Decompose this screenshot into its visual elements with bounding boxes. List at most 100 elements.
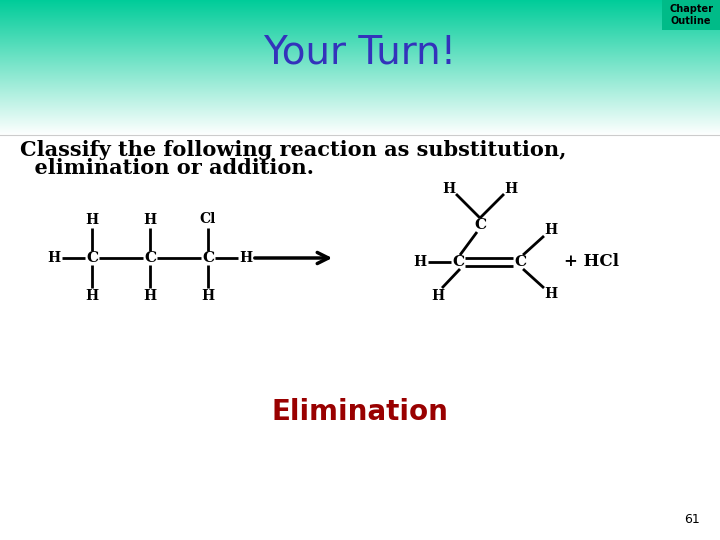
Bar [0, 124, 720, 125]
Text: H: H [505, 182, 518, 196]
Bar [0, 10, 720, 11]
Bar [0, 128, 720, 129]
Bar [0, 104, 720, 105]
Text: Cl: Cl [200, 212, 216, 226]
Bar [0, 131, 720, 132]
Bar [0, 99, 720, 100]
Bar [0, 63, 720, 64]
Text: H: H [143, 289, 156, 303]
Bar [0, 6, 720, 7]
Bar [0, 58, 720, 59]
Bar [0, 122, 720, 123]
Bar [0, 89, 720, 90]
Bar [0, 87, 720, 88]
Bar [0, 44, 720, 45]
Text: H: H [143, 213, 156, 227]
Bar [0, 106, 720, 107]
Bar [0, 135, 720, 540]
Bar [0, 95, 720, 96]
Bar [0, 120, 720, 121]
Bar [0, 86, 720, 87]
Bar [0, 129, 720, 130]
Text: Elimination: Elimination [271, 398, 449, 426]
Bar [0, 115, 720, 116]
Bar [0, 19, 720, 20]
Bar [0, 84, 720, 85]
Bar [0, 56, 720, 57]
Bar [0, 28, 720, 29]
Bar [0, 34, 720, 35]
Bar [0, 59, 720, 60]
Bar [0, 45, 720, 46]
Text: H: H [86, 289, 99, 303]
Bar [0, 94, 720, 95]
Bar [0, 7, 720, 8]
Text: H: H [544, 223, 557, 237]
Bar [0, 40, 720, 41]
Bar [0, 72, 720, 73]
Bar [0, 17, 720, 18]
Bar [0, 119, 720, 120]
Text: H: H [86, 213, 99, 227]
Bar [0, 80, 720, 81]
Bar [0, 113, 720, 114]
Bar [0, 70, 720, 71]
Bar [0, 73, 720, 74]
Bar [0, 93, 720, 94]
Bar [0, 76, 720, 77]
Text: C: C [514, 255, 526, 269]
Bar [0, 61, 720, 62]
Bar [0, 64, 720, 65]
Bar [0, 13, 720, 14]
Bar [0, 60, 720, 61]
Bar [0, 91, 720, 92]
Bar [0, 116, 720, 117]
Text: Chapter
Outline: Chapter Outline [669, 4, 713, 26]
Bar [0, 18, 720, 19]
Bar [0, 30, 720, 31]
Text: Your Turn!: Your Turn! [264, 34, 456, 72]
Bar [0, 66, 720, 67]
Bar [0, 98, 720, 99]
Text: C: C [474, 218, 486, 232]
Bar [0, 0, 720, 1]
Bar [0, 22, 720, 23]
Bar [0, 24, 720, 25]
Bar [0, 3, 720, 4]
Text: H: H [202, 289, 215, 303]
Bar [0, 85, 720, 86]
Bar [0, 109, 720, 110]
Bar [0, 46, 720, 47]
Text: C: C [202, 251, 214, 265]
Bar [0, 16, 720, 17]
Bar [0, 67, 720, 68]
Bar [0, 14, 720, 15]
Bar [0, 26, 720, 27]
Bar [0, 5, 720, 6]
Text: elimination or addition.: elimination or addition. [20, 158, 314, 178]
Bar [0, 110, 720, 111]
Bar [0, 123, 720, 124]
Bar [0, 90, 720, 91]
Bar [0, 12, 720, 13]
Bar [0, 117, 720, 118]
Bar [0, 2, 720, 3]
Bar [0, 32, 720, 33]
Bar [0, 4, 720, 5]
Bar [0, 101, 720, 102]
Bar [0, 125, 720, 126]
Bar [0, 121, 720, 122]
Bar [0, 38, 720, 39]
Bar [0, 82, 720, 83]
Bar [0, 50, 720, 51]
Bar [0, 107, 720, 108]
Bar [0, 62, 720, 63]
Bar [0, 54, 720, 55]
Bar [0, 29, 720, 30]
Bar [0, 111, 720, 112]
Bar [0, 118, 720, 119]
Bar [0, 75, 720, 76]
Bar [0, 41, 720, 42]
Bar [0, 52, 720, 53]
Bar [0, 88, 720, 89]
